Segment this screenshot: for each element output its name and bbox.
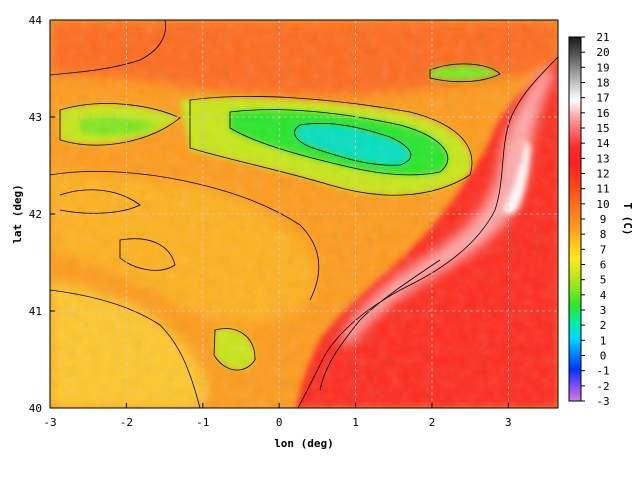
x-tick-label: 2: [429, 416, 436, 429]
contour-line: [213, 328, 256, 371]
colorbar-tick-label: -1: [596, 365, 609, 378]
y-tick-label: 40: [29, 402, 42, 415]
colorbar-tick-label: 13: [596, 152, 609, 165]
colorbar-tick-label: 8: [600, 228, 607, 241]
y-tick-label: 42: [29, 208, 42, 221]
y-tick-label: 41: [29, 305, 42, 318]
y-tick-label: 43: [29, 111, 42, 124]
colorbar-tick-label: -2: [596, 380, 609, 393]
colorbar-tick-label: 12: [596, 168, 609, 181]
colorbar-tick-label: 2: [600, 319, 607, 332]
colorbar-tick-label: 11: [596, 183, 609, 196]
colorbar-tick-label: -3: [596, 395, 609, 408]
colorbar-title: T (C): [621, 202, 634, 235]
colorbar-tick-label: 7: [600, 243, 607, 256]
colorbar-tick-label: 18: [596, 77, 609, 90]
contour-line: [119, 238, 176, 271]
y-tick-label: 44: [29, 14, 43, 27]
contour-line: [189, 96, 473, 196]
colorbar-tick-label: 19: [596, 61, 609, 74]
colorbar: -3-2-10123456789101112131415161718192021…: [568, 31, 634, 408]
x-axis: -3 -2 -1 0 1 2 3: [43, 403, 512, 429]
x-tick-label: -3: [43, 416, 56, 429]
contour-line: [294, 122, 412, 166]
colorbar-tick-label: 10: [596, 198, 609, 211]
contour-line: [319, 259, 441, 391]
contour-line: [59, 103, 181, 146]
y-axis-title: lat (deg): [11, 184, 24, 244]
colorbar-tick-label: 15: [596, 122, 609, 135]
colorbar-tick-label: 4: [600, 289, 607, 302]
grid-lines: [50, 20, 558, 408]
colorbar-tick-label: 17: [596, 92, 609, 105]
coastline: [50, 20, 167, 76]
x-tick-label: -2: [120, 416, 133, 429]
colorbar-gradient: [568, 36, 582, 402]
contour-line: [229, 109, 449, 176]
contour-lines: [50, 20, 558, 408]
colorbar-tick-label: 16: [596, 107, 609, 120]
contour-line: [429, 63, 501, 83]
x-tick-label: -1: [196, 416, 209, 429]
contour-line: [59, 189, 141, 214]
plot-area: [50, 20, 558, 408]
colorbar-tick-label: 21: [596, 31, 609, 44]
contour-line: [50, 289, 201, 408]
colorbar-tick-label: 0: [600, 350, 607, 363]
colorbar-tick-label: 9: [600, 213, 607, 226]
x-tick-label: 3: [505, 416, 512, 429]
colorbar-tick-label: 6: [600, 259, 607, 272]
colorbar-tick-label: 5: [600, 274, 607, 287]
colorbar-tick-label: 14: [596, 137, 610, 150]
contour-line: [50, 171, 320, 301]
colorbar-tick-label: 20: [596, 46, 609, 59]
colorbar-tick-label: 3: [600, 304, 607, 317]
x-tick-label: 1: [352, 416, 359, 429]
colorbar-tick-label: 1: [600, 334, 607, 347]
y-axis: 40 41 42 43 44: [29, 14, 55, 415]
x-tick-label: 0: [276, 416, 283, 429]
coastline: [297, 56, 558, 408]
x-axis-title: lon (deg): [274, 437, 334, 450]
